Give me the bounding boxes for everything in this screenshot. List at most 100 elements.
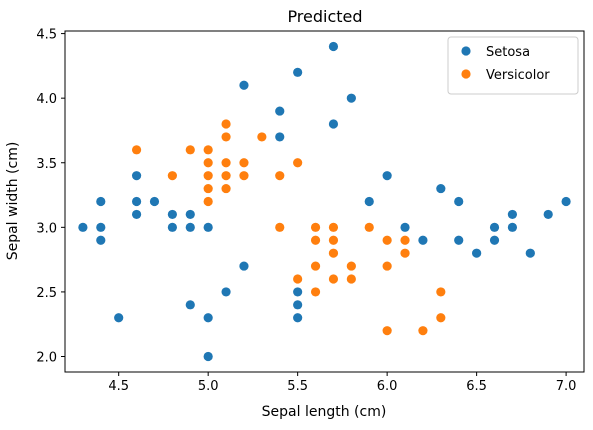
x-tick-label: 4.5 bbox=[108, 379, 129, 394]
data-point-versicolor bbox=[221, 183, 231, 194]
y-tick-label: 3.5 bbox=[36, 157, 57, 172]
x-tick-label: 7.0 bbox=[556, 379, 577, 394]
data-point-versicolor bbox=[239, 158, 249, 168]
data-point-versicolor bbox=[328, 235, 339, 245]
data-point-setosa bbox=[96, 222, 106, 232]
plot-frame bbox=[64, 30, 585, 373]
data-point-setosa bbox=[472, 248, 482, 258]
data-point-versicolor bbox=[203, 171, 213, 181]
plot-area bbox=[78, 41, 571, 362]
x-axis: 4.5 5.0 5.5 6.0 6.5 7.0 bbox=[108, 372, 576, 394]
y-axis-label: Sepal width (cm) bbox=[5, 142, 21, 261]
data-point-setosa bbox=[364, 196, 374, 207]
data-point-setosa bbox=[149, 196, 160, 207]
x-tick-label: 5.0 bbox=[198, 379, 219, 394]
data-point-setosa bbox=[328, 41, 339, 52]
data-point-setosa bbox=[489, 222, 500, 232]
data-point-versicolor bbox=[203, 145, 213, 155]
data-point-setosa bbox=[239, 80, 249, 90]
data-point-versicolor bbox=[382, 235, 392, 245]
legend-label-setosa: Setosa bbox=[486, 45, 530, 60]
y-tick-label: 2.5 bbox=[36, 286, 57, 301]
data-point-versicolor bbox=[167, 171, 177, 181]
y-tick-label: 3.0 bbox=[36, 221, 57, 236]
data-point-setosa bbox=[78, 222, 88, 232]
data-point-versicolor bbox=[221, 119, 231, 129]
data-point-versicolor bbox=[131, 145, 142, 155]
data-point-versicolor bbox=[328, 222, 339, 232]
data-point-setosa bbox=[507, 209, 518, 220]
data-point-setosa bbox=[293, 67, 303, 77]
x-axis-label: Sepal length (cm) bbox=[262, 404, 387, 420]
legend-label-versicolor: Versicolor bbox=[486, 68, 550, 83]
data-point-setosa bbox=[221, 287, 231, 297]
y-tick-label: 4.5 bbox=[36, 28, 57, 43]
data-point-setosa bbox=[167, 209, 177, 220]
data-point-versicolor bbox=[310, 287, 321, 297]
data-point-setosa bbox=[543, 209, 553, 220]
data-point-versicolor bbox=[310, 222, 321, 232]
data-point-setosa bbox=[167, 222, 177, 232]
data-point-setosa bbox=[293, 287, 303, 297]
data-point-versicolor bbox=[382, 261, 392, 271]
data-point-setosa bbox=[454, 235, 464, 245]
series-setosa bbox=[78, 41, 571, 362]
data-point-versicolor bbox=[364, 222, 374, 232]
data-point-setosa bbox=[114, 313, 124, 323]
data-point-setosa bbox=[507, 222, 518, 232]
data-point-versicolor bbox=[221, 132, 231, 142]
data-point-setosa bbox=[489, 235, 500, 245]
data-point-versicolor bbox=[203, 196, 213, 207]
y-tick-label: 2.0 bbox=[36, 351, 57, 366]
data-point-setosa bbox=[346, 93, 356, 103]
data-point-versicolor bbox=[346, 274, 356, 284]
data-point-setosa bbox=[131, 196, 142, 207]
data-point-versicolor bbox=[346, 261, 356, 271]
data-point-versicolor bbox=[203, 183, 213, 194]
legend-marker-versicolor bbox=[461, 69, 471, 79]
y-tick-label: 4.0 bbox=[36, 92, 57, 107]
y-axis: 2.0 2.5 3.0 3.5 4.0 4.5 bbox=[36, 28, 65, 366]
data-point-versicolor bbox=[257, 132, 267, 142]
data-point-versicolor bbox=[436, 287, 446, 297]
data-point-versicolor bbox=[436, 313, 446, 323]
data-point-versicolor bbox=[239, 171, 249, 181]
data-point-versicolor bbox=[275, 222, 285, 232]
data-point-setosa bbox=[239, 261, 249, 271]
data-point-versicolor bbox=[400, 235, 410, 245]
data-point-setosa bbox=[96, 235, 106, 245]
data-point-setosa bbox=[400, 222, 410, 232]
chart-title: Predicted bbox=[287, 7, 362, 26]
series-versicolor bbox=[131, 119, 446, 336]
data-point-setosa bbox=[293, 313, 303, 323]
legend-marker-setosa bbox=[461, 46, 471, 56]
data-point-setosa bbox=[96, 196, 106, 207]
data-point-setosa bbox=[382, 171, 392, 181]
data-point-setosa bbox=[418, 235, 428, 245]
data-point-setosa bbox=[328, 119, 339, 129]
data-point-setosa bbox=[131, 171, 142, 181]
data-point-setosa bbox=[275, 106, 285, 116]
data-point-versicolor bbox=[293, 158, 303, 168]
data-point-versicolor bbox=[293, 274, 303, 284]
data-point-versicolor bbox=[400, 248, 410, 258]
data-point-setosa bbox=[203, 313, 213, 323]
data-point-versicolor bbox=[310, 235, 321, 245]
data-point-setosa bbox=[454, 196, 464, 207]
data-point-versicolor bbox=[328, 248, 339, 258]
data-point-versicolor bbox=[221, 171, 231, 181]
legend: Setosa Versicolor bbox=[447, 36, 579, 95]
legend-box bbox=[447, 36, 579, 95]
data-point-versicolor bbox=[185, 145, 195, 155]
data-point-setosa bbox=[561, 196, 571, 207]
data-point-versicolor bbox=[328, 274, 339, 284]
data-point-versicolor bbox=[310, 261, 321, 271]
data-point-versicolor bbox=[418, 326, 428, 336]
data-point-setosa bbox=[275, 132, 285, 142]
data-point-setosa bbox=[185, 209, 195, 220]
data-point-setosa bbox=[525, 248, 535, 258]
data-point-setosa bbox=[203, 222, 213, 232]
x-tick-label: 5.5 bbox=[287, 379, 308, 394]
